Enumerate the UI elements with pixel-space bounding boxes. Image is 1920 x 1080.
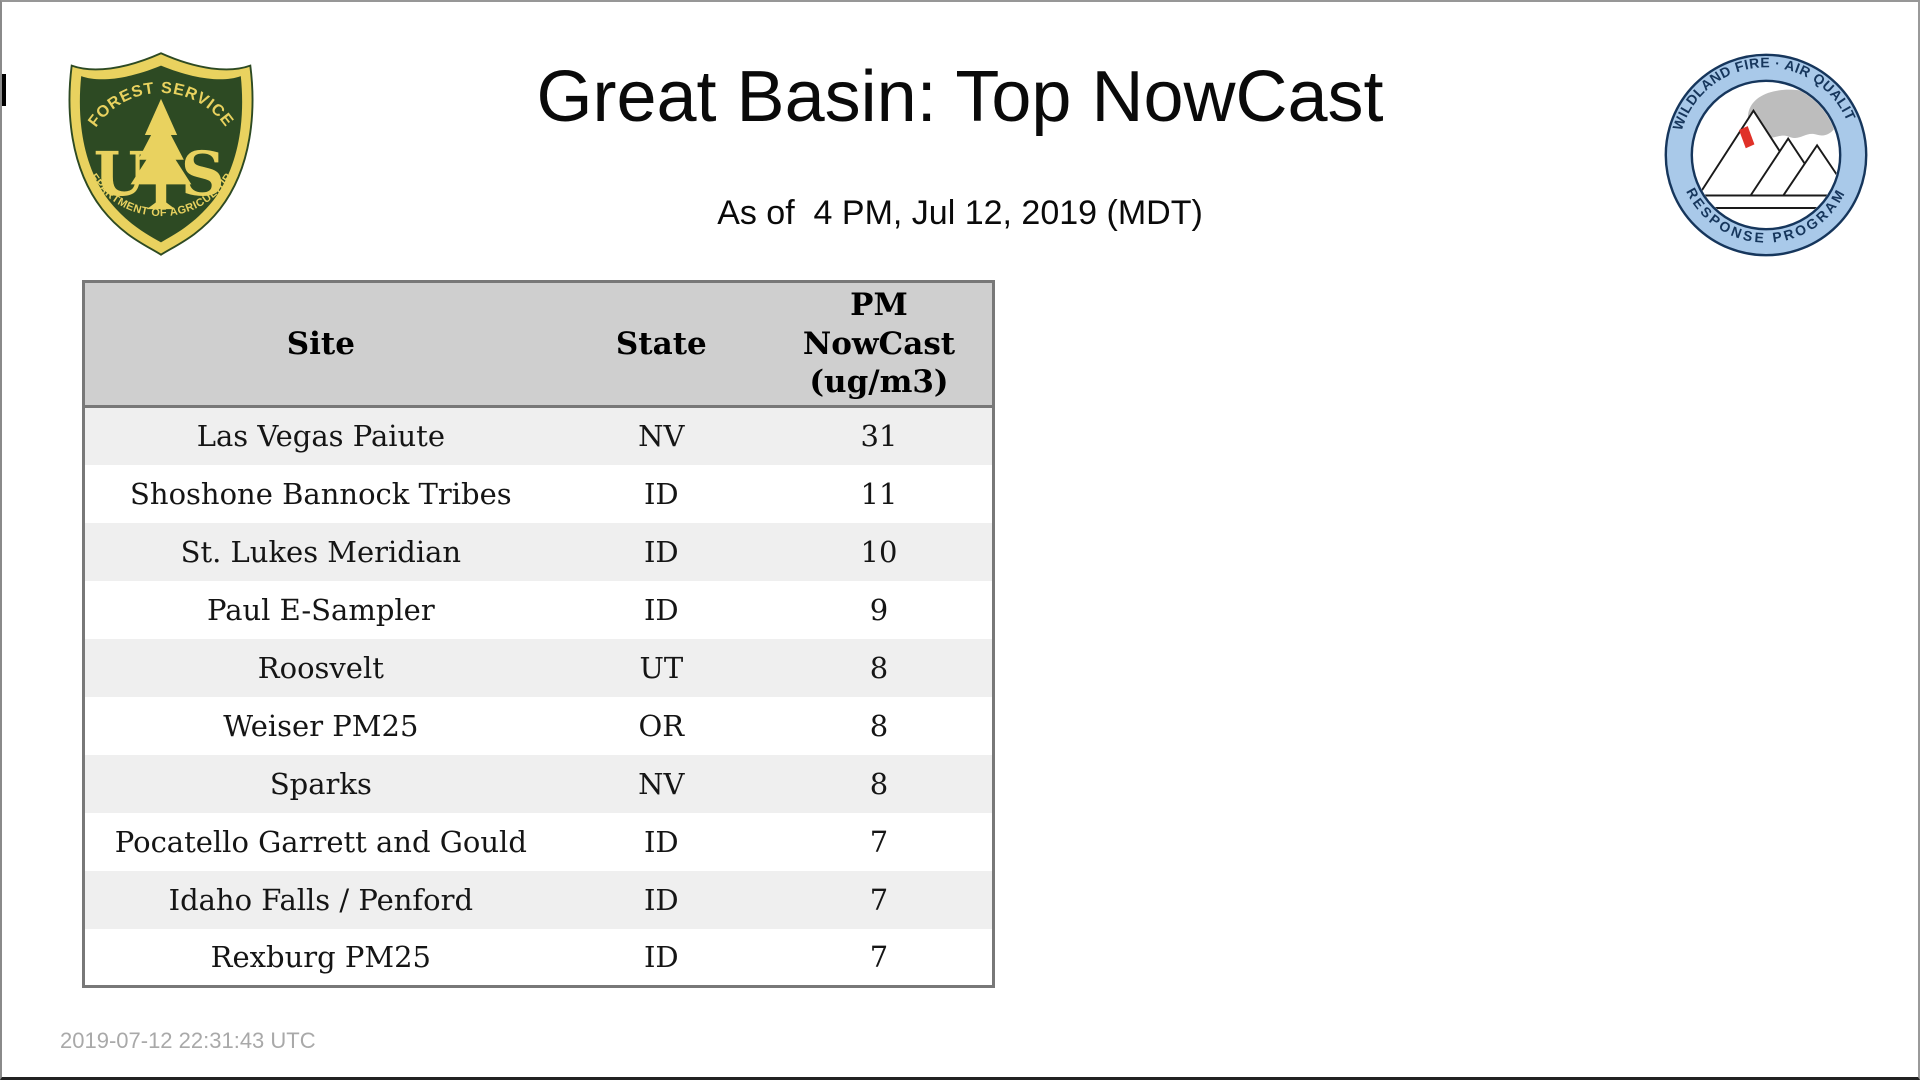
state-cell: NV bbox=[638, 419, 685, 454]
table-row: Idaho Falls / Penford ID 7 bbox=[83, 870, 994, 929]
table-row: Weiser PM25 OR 8 bbox=[83, 696, 994, 755]
table-row: Paul E-Sampler ID 9 bbox=[83, 580, 994, 639]
value-cell: 8 bbox=[869, 650, 889, 685]
state-cell: ID bbox=[643, 592, 679, 627]
site-cell: St. Lukes Meridian bbox=[180, 534, 462, 569]
value-cell: 9 bbox=[869, 592, 889, 627]
site-cell: Pocatello Garrett and Gould bbox=[114, 824, 527, 859]
table-row: Las Vegas Paiute NV 31 bbox=[83, 406, 994, 465]
wfaqrp-logo: WILDLAND FIRE · AIR QUALITY RESPONSE PRO… bbox=[1660, 44, 1868, 257]
value-cell: 31 bbox=[860, 419, 898, 454]
state-cell: ID bbox=[643, 939, 679, 974]
site-cell: Shoshone Bannock Tribes bbox=[130, 476, 512, 511]
state-cell: OR bbox=[638, 708, 685, 743]
value-cell: 11 bbox=[860, 476, 898, 511]
column-header-pm-nowcast: PM NowCast (ug/m3) bbox=[765, 281, 994, 408]
value-cell: 8 bbox=[869, 708, 889, 743]
column-header-state: State bbox=[556, 281, 766, 408]
site-cell: Weiser PM25 bbox=[223, 708, 419, 743]
site-cell: Idaho Falls / Penford bbox=[168, 882, 474, 917]
table-row: Roosvelt UT 8 bbox=[83, 638, 994, 697]
forest-service-logo: FOREST SERVICE U S DEPARTMENT OF AGRICUL… bbox=[66, 46, 254, 256]
table-header: Site State PM NowCast (ug/m3) bbox=[83, 281, 994, 408]
left-edge-mark bbox=[2, 74, 6, 106]
state-cell: ID bbox=[643, 534, 679, 569]
site-cell: Roosvelt bbox=[257, 650, 384, 685]
value-cell: 7 bbox=[869, 939, 889, 974]
page-title: Great Basin: Top NowCast bbox=[536, 57, 1384, 137]
site-cell: Paul E-Sampler bbox=[206, 592, 435, 627]
shield-letter-s: S bbox=[181, 139, 225, 210]
state-cell: ID bbox=[643, 476, 679, 511]
pine-tree-icon bbox=[130, 98, 192, 210]
nowcast-table: Site State PM NowCast (ug/m3) Las Vegas … bbox=[82, 280, 995, 988]
value-cell: 8 bbox=[869, 766, 889, 801]
state-cell: UT bbox=[639, 650, 684, 685]
state-cell: ID bbox=[643, 882, 679, 917]
table-row: Rexburg PM25 ID 7 bbox=[83, 928, 994, 987]
table-row: Shoshone Bannock Tribes ID 11 bbox=[83, 464, 994, 523]
column-header-pm-nowcast-label: PM NowCast (ug/m3) bbox=[802, 286, 956, 401]
table-row: St. Lukes Meridian ID 10 bbox=[83, 522, 994, 581]
value-cell: 7 bbox=[869, 824, 889, 859]
fire-mark bbox=[1739, 126, 1755, 149]
table-row: Pocatello Garrett and Gould ID 7 bbox=[83, 812, 994, 871]
site-cell: Las Vegas Paiute bbox=[196, 419, 445, 454]
table-row: Sparks NV 8 bbox=[83, 754, 994, 813]
site-cell: Rexburg PM25 bbox=[210, 939, 432, 974]
generated-timestamp: 2019-07-12 22:31:43 UTC bbox=[60, 1028, 316, 1053]
page-subtitle: As of 4 PM, Jul 12, 2019 (MDT) bbox=[717, 194, 1203, 232]
column-header-site: Site bbox=[83, 281, 557, 408]
value-cell: 7 bbox=[869, 882, 889, 917]
site-cell: Sparks bbox=[269, 766, 372, 801]
state-cell: NV bbox=[638, 766, 685, 801]
state-cell: ID bbox=[643, 824, 679, 859]
value-cell: 10 bbox=[860, 534, 898, 569]
